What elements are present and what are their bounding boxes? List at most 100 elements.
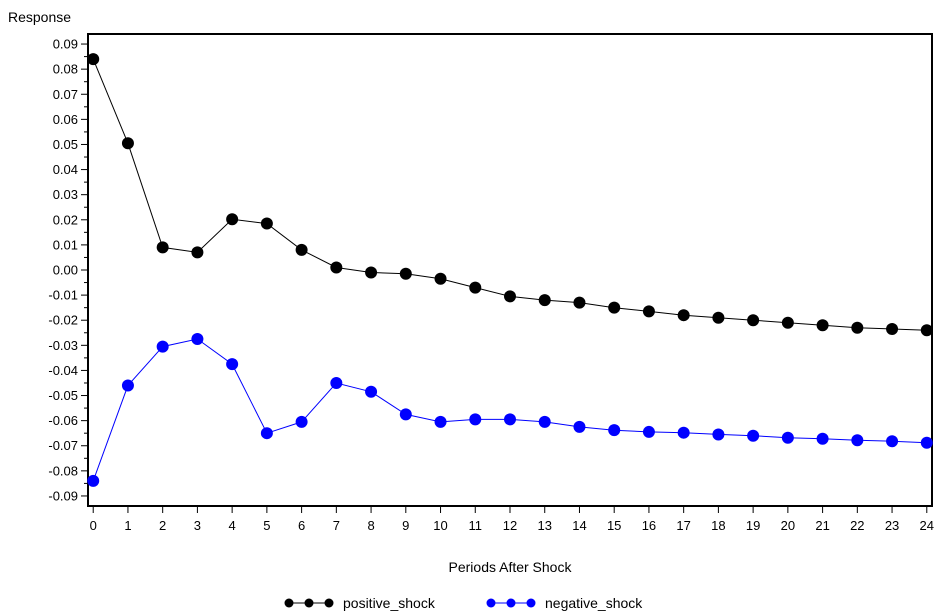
- data-point-negative_shock: [573, 420, 586, 433]
- x-tick-label: 3: [194, 518, 201, 533]
- y-tick-label: 0.00: [53, 263, 78, 278]
- data-point-negative_shock: [816, 432, 829, 445]
- data-point-positive_shock: [608, 301, 621, 314]
- y-tick-label: 0.01: [53, 237, 78, 252]
- y-axis-title: Response: [8, 9, 71, 25]
- y-tick-label: 0.07: [53, 87, 78, 102]
- data-point-positive_shock: [330, 261, 343, 274]
- legend-marker: [324, 598, 334, 608]
- data-point-negative_shock: [747, 429, 760, 442]
- y-tick-label: 0.03: [53, 187, 78, 202]
- series-layer: [87, 53, 933, 487]
- x-axis: 0 1 2 3 4 5 6 7 8 9 10 11 12 13 14 15 16 17 18 19 20 21 22 23 24: [90, 506, 934, 533]
- y-tick-label: -0.03: [48, 338, 78, 353]
- x-tick-label: 8: [367, 518, 374, 533]
- data-point-negative_shock: [851, 434, 864, 447]
- x-tick-label: 19: [746, 518, 760, 533]
- series-line-negative_shock: [92, 338, 927, 482]
- x-tick-label: 21: [815, 518, 829, 533]
- data-point-negative_shock: [434, 415, 447, 428]
- x-tick-label: 24: [920, 518, 934, 533]
- legend-item-positive_shock: positive_shock: [284, 595, 436, 611]
- y-tick-label: 0.04: [53, 162, 78, 177]
- data-point-negative_shock: [712, 428, 725, 441]
- x-tick-label: 7: [333, 518, 340, 533]
- data-point-positive_shock: [469, 281, 482, 294]
- x-tick-label: 18: [711, 518, 725, 533]
- data-point-positive_shock: [677, 309, 690, 322]
- data-point-positive_shock: [434, 272, 447, 285]
- y-tick-label: -0.09: [48, 488, 78, 503]
- legend-marker: [506, 598, 516, 608]
- data-point-negative_shock: [677, 426, 690, 439]
- data-point-negative_shock: [642, 425, 655, 438]
- y-tick-label: -0.05: [48, 388, 78, 403]
- data-point-negative_shock: [156, 340, 169, 353]
- data-point-positive_shock: [712, 311, 725, 324]
- x-tick-label: 16: [642, 518, 656, 533]
- x-tick-label: 13: [537, 518, 551, 533]
- legend-item-negative_shock: negative_shock: [486, 595, 643, 611]
- legend-marker: [526, 598, 536, 608]
- data-point-positive_shock: [747, 314, 760, 327]
- x-tick-label: 12: [503, 518, 517, 533]
- data-point-positive_shock: [87, 53, 100, 66]
- y-tick-label: 0.06: [53, 112, 78, 127]
- y-tick-label: 0.08: [53, 62, 78, 77]
- x-tick-label: 14: [572, 518, 586, 533]
- data-point-positive_shock: [295, 243, 308, 256]
- data-point-positive_shock: [781, 316, 794, 329]
- data-point-negative_shock: [920, 436, 933, 449]
- data-point-positive_shock: [121, 137, 134, 150]
- data-point-negative_shock: [504, 413, 516, 426]
- data-point-positive_shock: [191, 246, 204, 259]
- series-negative_shock: [87, 333, 933, 487]
- y-tick-label: -0.07: [48, 438, 78, 453]
- data-point-negative_shock: [295, 415, 308, 428]
- x-tick-label: 1: [124, 518, 131, 533]
- data-point-negative_shock: [87, 474, 100, 487]
- data-point-positive_shock: [260, 217, 273, 230]
- y-tick-label: 0.05: [53, 137, 78, 152]
- x-tick-label: 5: [263, 518, 270, 533]
- x-tick-label: 4: [229, 518, 236, 533]
- data-point-negative_shock: [330, 376, 343, 389]
- data-point-negative_shock: [781, 431, 794, 444]
- y-axis: 0.09 0.08 0.07 0.06 0.05 0.04 0.03 0.02 0.01 0.00…: [48, 37, 88, 503]
- x-tick-label: 2: [159, 518, 166, 533]
- data-point-positive_shock: [851, 321, 864, 334]
- x-tick-label: 17: [676, 518, 690, 533]
- x-tick-label: 23: [885, 518, 899, 533]
- x-tick-label: 20: [781, 518, 795, 533]
- x-tick-label: 0: [90, 518, 97, 533]
- data-point-positive_shock: [226, 213, 239, 226]
- legend-label: positive_shock: [343, 595, 436, 611]
- data-point-negative_shock: [191, 333, 204, 346]
- y-tick-label: -0.02: [48, 313, 78, 328]
- legend: positive_shock negative_shock: [284, 595, 643, 611]
- legend-label: negative_shock: [545, 595, 643, 611]
- x-tick-label: 11: [469, 518, 483, 533]
- legend-marker: [486, 598, 496, 608]
- plot-frame: [87, 33, 933, 507]
- y-tick-label: -0.04: [48, 363, 78, 378]
- data-point-positive_shock: [886, 323, 899, 335]
- data-point-positive_shock: [538, 294, 551, 307]
- x-tick-label: 22: [850, 518, 864, 533]
- data-point-positive_shock: [642, 305, 655, 318]
- data-point-positive_shock: [504, 290, 516, 303]
- data-point-negative_shock: [260, 427, 273, 440]
- data-point-negative_shock: [886, 435, 899, 448]
- x-tick-label: 10: [433, 518, 447, 533]
- data-point-negative_shock: [226, 358, 239, 371]
- data-point-negative_shock: [399, 408, 412, 421]
- data-point-negative_shock: [608, 424, 621, 437]
- data-point-positive_shock: [156, 241, 169, 254]
- data-point-positive_shock: [365, 266, 378, 279]
- x-tick-label: 15: [607, 518, 621, 533]
- y-tick-label: -0.06: [48, 413, 78, 428]
- y-tick-label: -0.01: [48, 288, 78, 303]
- data-point-positive_shock: [573, 296, 586, 309]
